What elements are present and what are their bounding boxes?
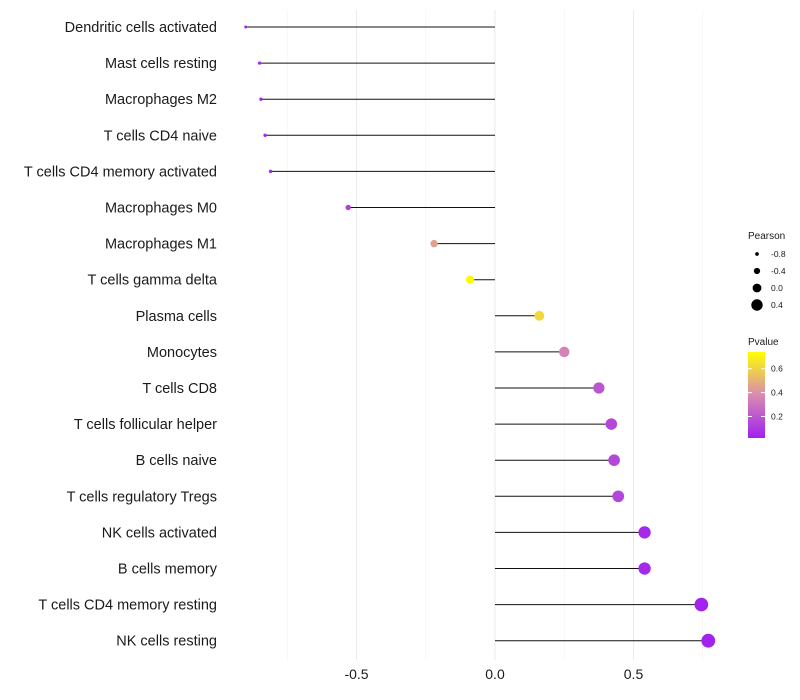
legend-pvalue-title: Pvalue [748, 337, 779, 348]
legend-size-label: -0.8 [771, 249, 786, 259]
legend-pvalue-colorbar [748, 352, 765, 438]
legend-size-label: -0.4 [771, 266, 786, 276]
category-label: T cells gamma delta [88, 273, 218, 289]
category-label: T cells regulatory Tregs [67, 489, 217, 505]
category-label: Macrophages M2 [105, 92, 217, 108]
legend-pearson-title: Pearson [748, 231, 785, 242]
category-label: Plasma cells [136, 309, 217, 325]
data-point [259, 97, 263, 101]
category-label: NK cells activated [102, 525, 217, 541]
data-point [694, 597, 709, 612]
data-point [465, 275, 475, 284]
data-point [638, 526, 651, 539]
legend-size-key [753, 267, 761, 275]
category-label: Macrophages M0 [105, 201, 217, 217]
data-point [263, 133, 267, 138]
category-label: T cells CD4 memory activated [24, 164, 217, 180]
legend-size-label: 0.4 [771, 300, 783, 310]
legend-size-label: 0.0 [771, 283, 783, 293]
category-label: B cells memory [118, 562, 218, 578]
x-tick-label: -0.5 [344, 666, 368, 682]
data-point [268, 169, 273, 174]
x-axis-tick-labels: -0.5 0.0 0.5 [344, 666, 643, 682]
data-point [430, 239, 438, 248]
category-label: Macrophages M1 [105, 237, 217, 253]
legend-size-key [755, 252, 759, 256]
category-label: Dendritic cells activated [65, 20, 217, 36]
category-label: B cells naive [136, 453, 217, 469]
lollipop-stems [245, 26, 709, 642]
category-label: T cells CD8 [142, 381, 217, 397]
x-tick-label: 0.5 [624, 666, 644, 682]
y-axis-category-labels: Dendritic cells activated Mast cells rest… [24, 20, 218, 650]
data-point [257, 61, 262, 65]
legend-color-label: 0.4 [771, 388, 783, 398]
lollipop-dots [244, 25, 716, 648]
legend-color-label: 0.2 [771, 412, 783, 422]
data-point [345, 204, 351, 211]
data-point [559, 346, 570, 358]
legend-size-key [752, 283, 762, 293]
data-point [638, 562, 651, 575]
data-point [534, 310, 545, 321]
category-label: Monocytes [147, 345, 217, 361]
category-label: T cells CD4 memory resting [38, 598, 217, 614]
category-label: NK cells resting [116, 634, 217, 650]
data-point [608, 454, 620, 467]
legend-size-key [751, 299, 763, 311]
x-tick-label: 0.0 [485, 666, 505, 682]
category-label: T cells CD4 naive [104, 128, 217, 144]
data-point [612, 490, 625, 503]
data-point [701, 633, 716, 648]
data-point [593, 382, 605, 394]
data-point [605, 418, 618, 430]
legend-pearson: Pearson -0.8 -0.4 0.0 0.4 [748, 231, 786, 311]
category-label: Mast cells resting [105, 56, 217, 72]
category-label: T cells follicular helper [74, 417, 217, 433]
legend-color-label: 0.6 [771, 364, 783, 374]
legend-pvalue: Pvalue 0.2 0.4 0.6 [748, 337, 783, 438]
data-point [244, 25, 248, 29]
x-gridlines [286, 10, 704, 660]
